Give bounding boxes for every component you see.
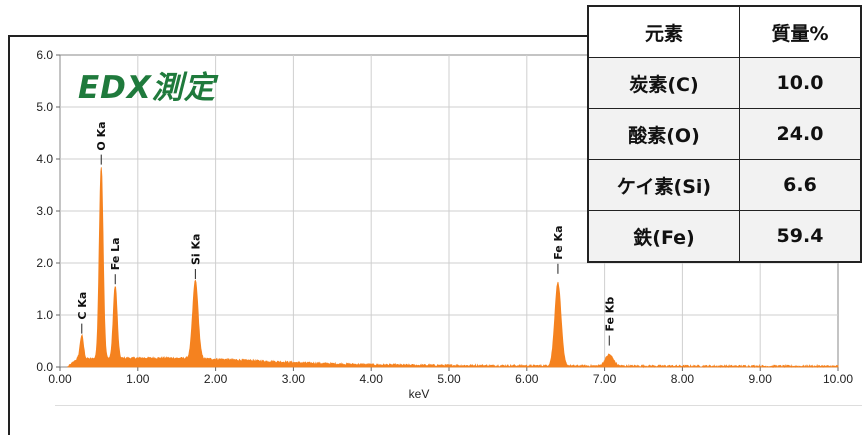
y-tick-label: 4.0 [36,152,53,166]
y-tick-label: 3.0 [36,204,53,218]
table-row: 鉄(Fe) 59.4 [587,210,862,263]
x-tick-label: 3.00 [282,372,306,386]
y-tick-label: 5.0 [36,100,53,114]
spectrum-area [67,167,839,369]
y-tick-label: 1.0 [36,308,53,322]
x-tick-label: 7.00 [593,372,617,386]
x-tick-label: 0.00 [48,372,72,386]
table-header-row: 元素 質量% [587,5,862,58]
peak-label: Fe Ka [552,225,565,259]
x-tick-label: 1.00 [126,372,150,386]
cell-value: 6.6 [739,159,862,211]
cell-element: 酸素(O) [587,108,740,160]
spectrum-layer [67,167,839,369]
x-tick-label: 5.00 [437,372,461,386]
y-tick-label: 2.0 [36,256,53,270]
cell-value: 10.0 [739,57,862,109]
x-axis-label: keV [409,387,430,401]
x-tick-label: 8.00 [671,372,695,386]
axis-layer: 0.00 1.00 2.00 3.00 4.00 5.00 6.00 7.00 8.00 9.00… [36,48,853,401]
peak-label-layer: C Ka O Ka Fe La Si Ka Fe Ka Fe Kb [76,121,616,346]
x-tick-label: 10.00 [823,372,853,386]
cell-element: ケイ素(Si) [587,159,740,211]
table-row: 酸素(O) 24.0 [587,108,862,160]
cell-element: 鉄(Fe) [587,210,740,263]
chart-title: EDX測定 [78,70,216,106]
peak-label: O Ka [95,121,108,150]
header-mass-percent: 質量% [739,5,862,58]
cell-value: 24.0 [739,108,862,160]
cell-element: 炭素(C) [587,57,740,109]
x-tick-label: 4.00 [360,372,384,386]
peak-label: C Ka [76,292,89,320]
y-tick-label: 6.0 [36,48,53,62]
x-tick-label: 6.00 [515,372,539,386]
peak-label: Fe La [109,237,122,270]
composition-table: 元素 質量% 炭素(C) 10.0 酸素(O) 24.0 ケイ素(Si) 6.6… [587,5,862,263]
x-tick-label: 2.00 [204,372,228,386]
x-tick-label: 9.00 [749,372,773,386]
cell-value: 59.4 [739,210,862,263]
table-row: ケイ素(Si) 6.6 [587,159,862,211]
peak-label: Fe Kb [603,297,616,332]
peak-label: Si Ka [189,234,202,265]
bottom-divider [55,405,862,406]
header-element: 元素 [587,5,740,58]
table-row: 炭素(C) 10.0 [587,57,862,109]
y-tick-label: 0.0 [36,360,53,374]
